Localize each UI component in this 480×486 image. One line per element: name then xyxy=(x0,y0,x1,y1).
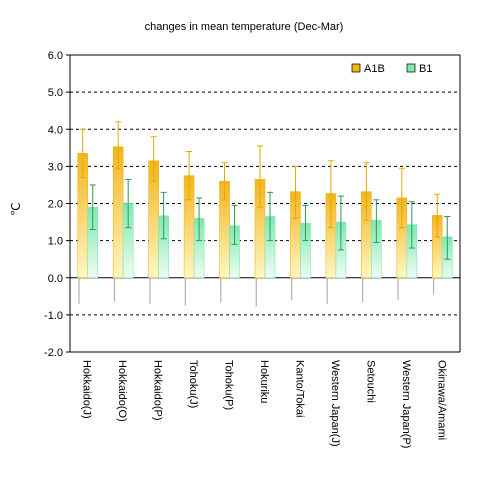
x-tick-label: Tohoku(J) xyxy=(187,360,199,408)
chart-title: changes in mean temperature (Dec-Mar) xyxy=(145,21,344,33)
y-tick-label: -2.0 xyxy=(44,347,63,359)
x-tick-label: Okinawa/Amami xyxy=(435,360,447,440)
x-tick-label: Hokuriku xyxy=(258,360,270,403)
x-tick-label: Western Japan(P) xyxy=(400,360,412,448)
x-tick-label: Tohoku(P) xyxy=(223,360,235,410)
y-tick-label: -1.0 xyxy=(44,310,63,322)
x-tick-label: Hokkaido(P) xyxy=(152,360,164,421)
x-tick-labels: Hokkaido(J) Hokkaido(O) Hokkaido(P) Tohoku(… xyxy=(81,360,448,448)
y-tick-label: 5.0 xyxy=(48,87,63,99)
y-tick-labels: -2.0 -1.0 0.0 1.0 2.0 3.0 4.0 5.0 6.0 xyxy=(44,50,63,359)
y-tick-label: 6.0 xyxy=(48,50,63,62)
error-bars xyxy=(79,121,451,260)
x-tick-label: Kanto/Tokai xyxy=(293,360,305,417)
legend-swatch-a1b xyxy=(351,63,361,73)
legend-label-a1b: A1B xyxy=(364,63,385,75)
y-tick-label: 0.0 xyxy=(48,273,63,285)
y-axis-label: ℃ xyxy=(9,202,23,215)
x-tick-label: Hokkaido(O) xyxy=(116,360,128,422)
legend-swatch-b1 xyxy=(406,63,416,73)
y-tick-label: 1.0 xyxy=(48,236,63,248)
y-tick-label: 3.0 xyxy=(48,161,63,173)
legend-label-b1: B1 xyxy=(419,63,432,75)
y-tick-label: 2.0 xyxy=(48,199,63,211)
x-tick-label: Setouchi xyxy=(364,360,376,403)
axes xyxy=(66,54,461,353)
x-tick-label: Hokkaido(J) xyxy=(81,360,93,419)
legend: A1B B1 xyxy=(351,63,432,75)
x-tick-label: Western Japan(J) xyxy=(329,360,341,447)
y-tick-label: 4.0 xyxy=(48,124,63,136)
